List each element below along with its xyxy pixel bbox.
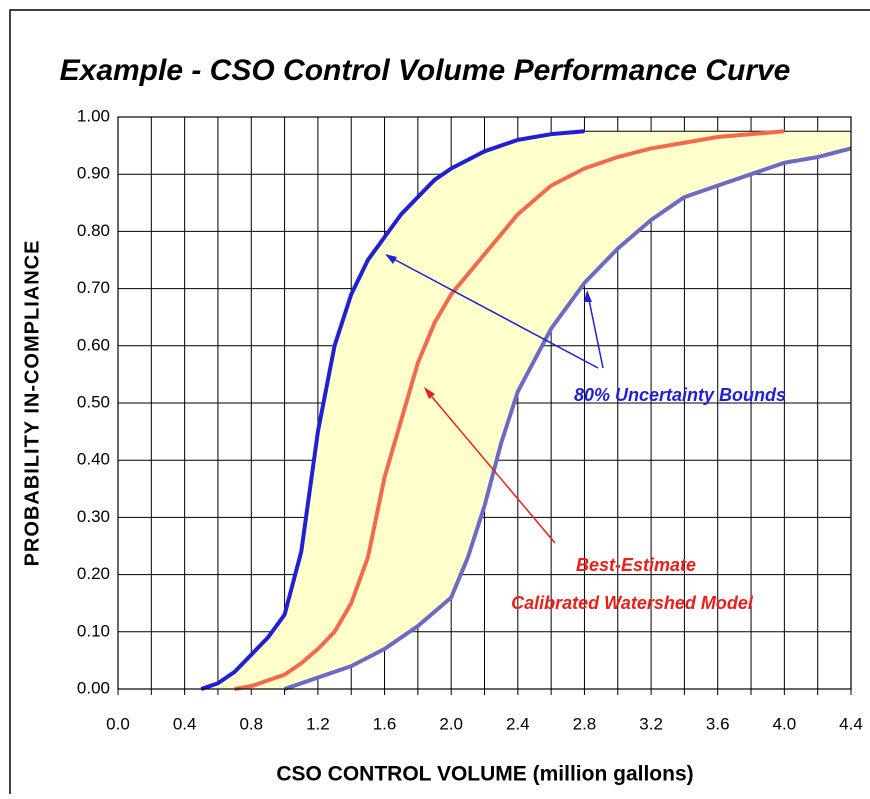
x-tick-label: 4.4 [839, 714, 863, 733]
y-tick-label: 0.90 [77, 164, 110, 183]
arrow [426, 390, 556, 544]
series-line [283, 146, 852, 691]
x-tick-label: 1.2 [306, 714, 330, 733]
arrow-head [424, 387, 435, 399]
lines-layer [200, 129, 852, 691]
y-tick-label: 1.00 [77, 106, 110, 125]
x-tick-label: 2.0 [439, 714, 463, 733]
y-tick-label: 0.30 [77, 507, 110, 526]
y-tick-label: 0.10 [77, 621, 110, 640]
arrow-head [385, 254, 397, 264]
arrow-head [584, 290, 592, 302]
series-line [200, 129, 585, 691]
x-tick-label: 3.6 [706, 714, 730, 733]
x-tick-label: 3.2 [639, 714, 663, 733]
x-tick-label: 0.0 [106, 714, 130, 733]
x-axis-label: CSO CONTROL VOLUME (million gallons) [276, 763, 693, 786]
arrow [587, 294, 604, 369]
series-line [234, 129, 785, 691]
chart-title: Example - CSO Control Volume Performance… [60, 54, 791, 87]
x-tick-label: 0.8 [239, 714, 263, 733]
y-tick-label: 0.20 [77, 564, 110, 583]
y-tick-label: 0.40 [77, 450, 110, 469]
y-tick-label: 0.00 [77, 678, 110, 697]
x-tick-label: 4.0 [773, 714, 797, 733]
x-tick-label: 0.4 [173, 714, 197, 733]
annotation: 80% Uncertainty Bounds [574, 385, 786, 405]
x-tick-label: 1.6 [373, 714, 397, 733]
y-axis-label: PROBABILITY IN-COMPLIANCE [21, 240, 43, 567]
x-tick-label: 2.8 [573, 714, 597, 733]
arrow [387, 255, 599, 369]
y-tick-label: 0.80 [77, 221, 110, 240]
y-tick-label: 0.60 [77, 335, 110, 354]
annotation: Calibrated Watershed Model [511, 593, 754, 613]
annotation: Best-Estimate [576, 555, 696, 575]
plot-border [117, 116, 852, 690]
y-tick-label: 0.70 [77, 278, 110, 297]
x-tick-label: 2.4 [506, 714, 530, 733]
annotation-arrows [385, 254, 604, 544]
y-tick-label: 0.50 [77, 392, 110, 411]
